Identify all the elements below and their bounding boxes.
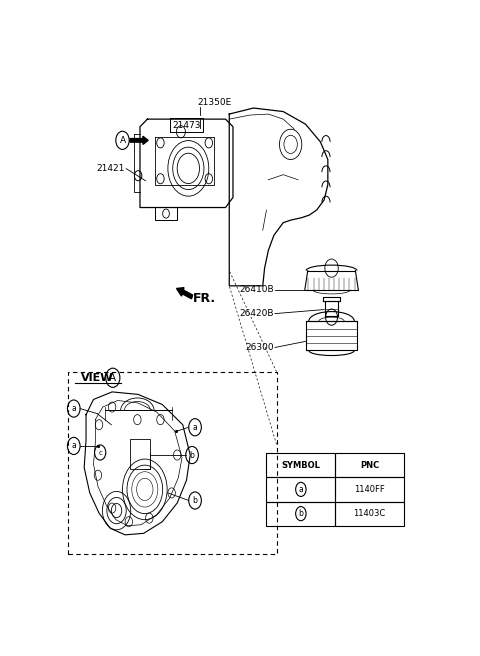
FancyArrow shape: [130, 136, 148, 144]
Bar: [130, 439, 150, 469]
Text: b: b: [190, 451, 194, 460]
Text: 1140FF: 1140FF: [354, 485, 385, 494]
Text: 21421: 21421: [97, 164, 125, 173]
FancyArrow shape: [177, 288, 192, 298]
Bar: [335, 501, 404, 525]
Bar: [68, 372, 276, 554]
Text: a: a: [299, 485, 303, 494]
Text: c: c: [98, 449, 102, 455]
Bar: [335, 453, 404, 478]
Text: SYMBOL: SYMBOL: [281, 461, 320, 470]
Text: 11403C: 11403C: [354, 509, 386, 518]
Text: b: b: [192, 496, 197, 505]
Text: VIEW: VIEW: [81, 373, 113, 382]
Text: 26410B: 26410B: [239, 285, 274, 295]
Text: 21350E: 21350E: [197, 98, 231, 106]
Text: a: a: [192, 422, 197, 432]
Text: 26300: 26300: [245, 343, 274, 352]
Bar: [266, 478, 335, 501]
Text: a: a: [72, 404, 76, 413]
Text: 21473: 21473: [172, 121, 201, 130]
Text: a: a: [72, 441, 76, 451]
Bar: [266, 453, 335, 478]
Text: A: A: [120, 136, 126, 145]
Text: b: b: [299, 509, 303, 518]
Text: 26420B: 26420B: [240, 309, 274, 318]
Bar: [335, 478, 404, 501]
Bar: [266, 501, 335, 525]
Text: A: A: [109, 373, 116, 382]
Text: FR.: FR.: [193, 292, 216, 305]
Text: PNC: PNC: [360, 461, 379, 470]
